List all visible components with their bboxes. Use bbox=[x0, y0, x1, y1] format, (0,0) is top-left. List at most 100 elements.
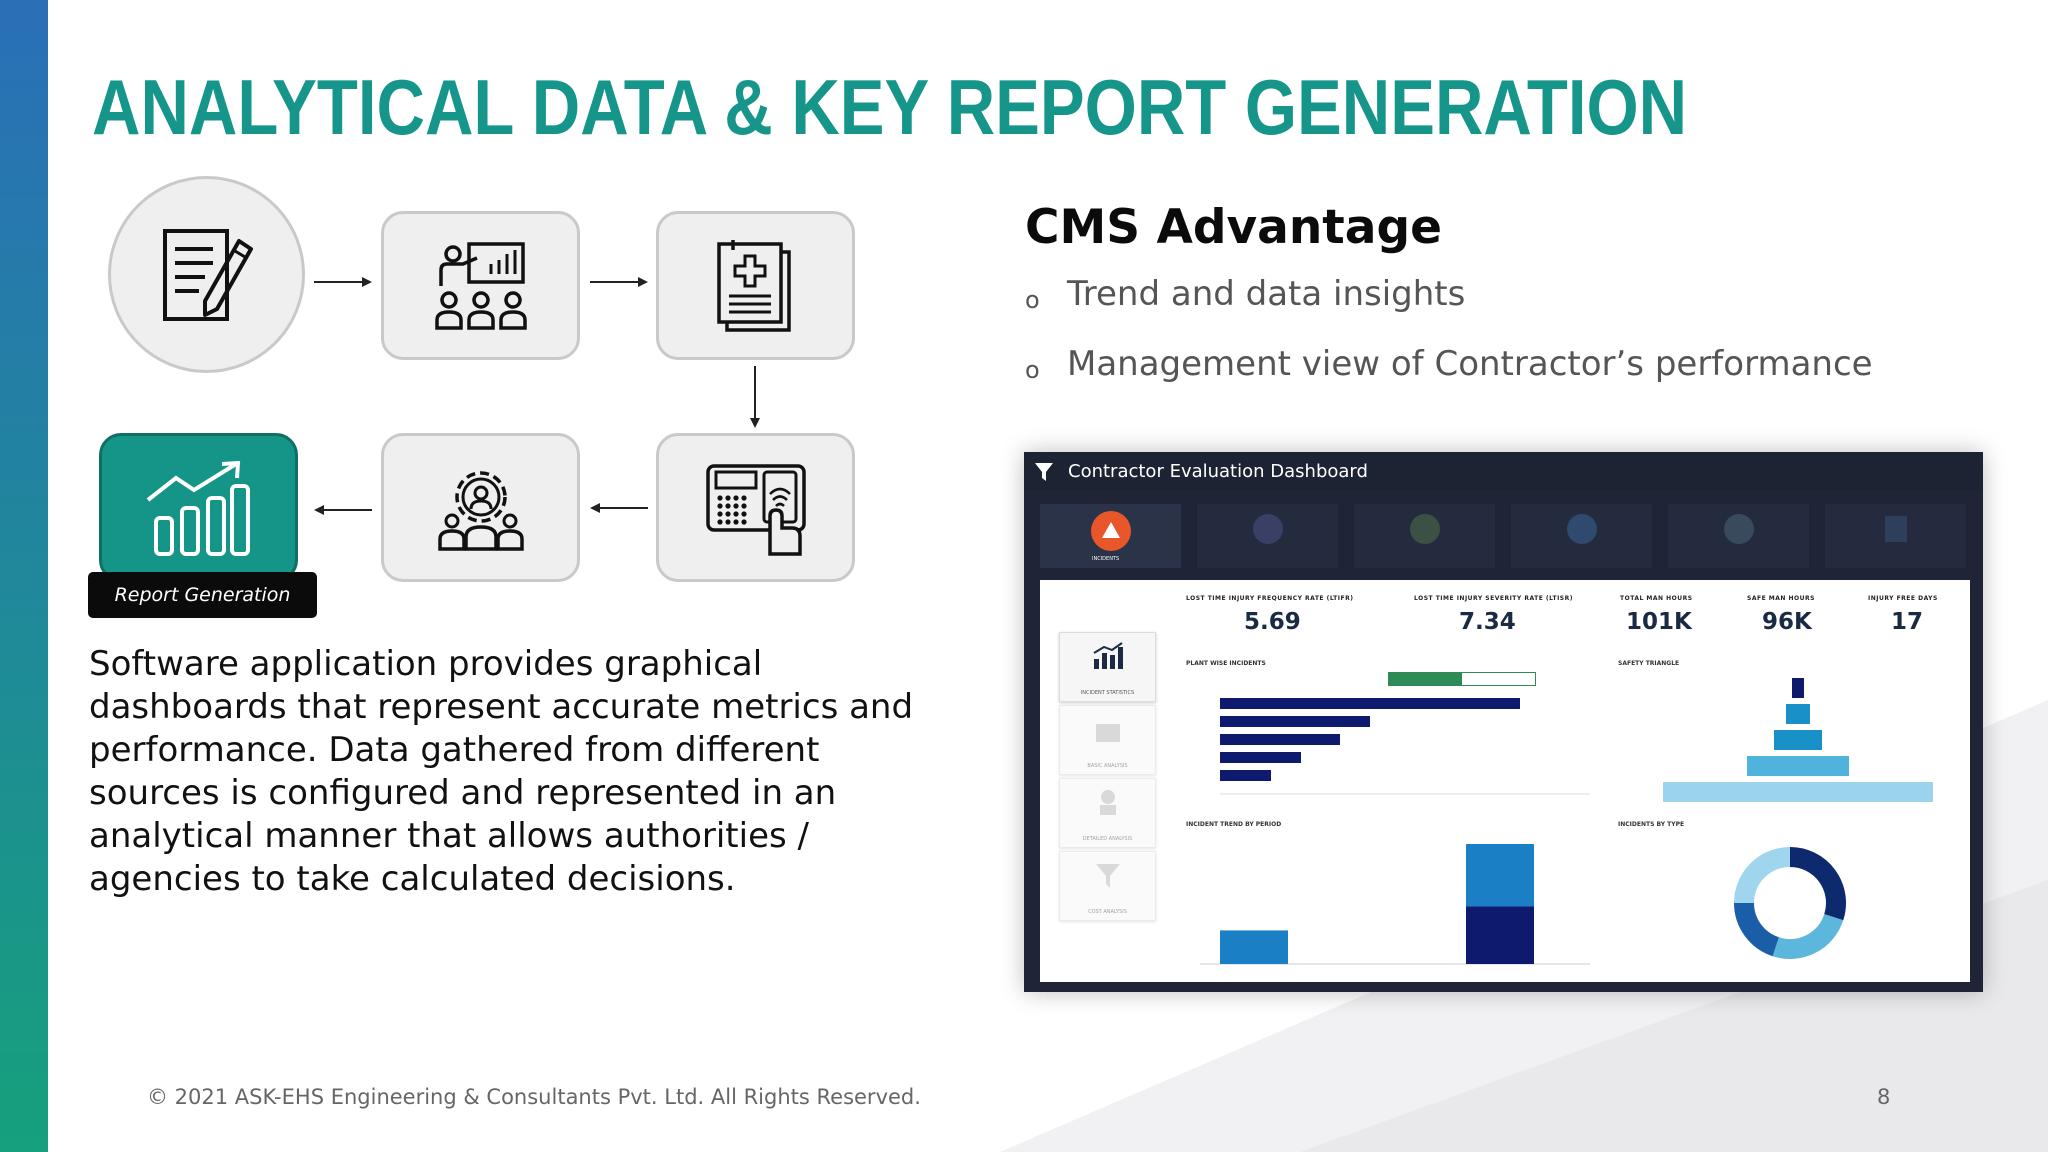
plant-bar bbox=[1220, 716, 1370, 727]
kpi-label: LOST TIME INJURY SEVERITY RATE (LTISR) bbox=[1414, 595, 1573, 602]
funnel-icon bbox=[1096, 864, 1120, 888]
tab[interactable] bbox=[1197, 504, 1338, 568]
triangle-level bbox=[1786, 704, 1810, 724]
kpi-value: 17 bbox=[1891, 609, 1924, 635]
description-line: Software application provides graphical bbox=[89, 644, 763, 684]
side-card-label: INCIDENT STATISTICS bbox=[1080, 690, 1135, 696]
description-line: analytical manner that allows authoritie… bbox=[89, 816, 809, 856]
description-line: performance. Data gathered from differen… bbox=[89, 730, 820, 770]
trend-bar-dark bbox=[1466, 906, 1534, 964]
accent-sidebar bbox=[0, 0, 48, 1152]
arrow-down bbox=[750, 366, 760, 428]
report-generation-label: Report Generation bbox=[88, 572, 317, 618]
side-card-label: DETAILED ANALYSIS bbox=[1082, 836, 1133, 842]
description-line: sources is configured and represented in… bbox=[89, 773, 837, 813]
kpi-label: SAFE MAN HOURS bbox=[1747, 595, 1815, 602]
flow-node-presentation bbox=[381, 211, 580, 360]
factory-icon bbox=[1096, 724, 1120, 742]
incident-icon bbox=[1091, 511, 1131, 551]
safety-triangle-chart bbox=[1663, 678, 1933, 802]
description-line: agencies to take calculated decisions. bbox=[89, 859, 736, 899]
donut-slice bbox=[1734, 847, 1791, 904]
bar-chart-icon bbox=[1093, 642, 1123, 669]
dashboard-screenshot: Contractor Evaluation Dashboard INCIDENT… bbox=[1024, 452, 1983, 992]
incident-trend-chart bbox=[1200, 844, 1590, 965]
kpi-label: TOTAL MAN HOURS bbox=[1620, 595, 1693, 602]
presentation-team-icon bbox=[434, 241, 527, 330]
incidents-by-type-donut bbox=[1734, 847, 1846, 959]
side-card-label: COST ANALYSIS bbox=[1088, 909, 1127, 915]
clipboard-icon bbox=[1567, 514, 1597, 544]
dashboard-tabs: INCIDENTS bbox=[1040, 504, 1970, 568]
plant-wise-title: PLANT WISE INCIDENTS bbox=[1186, 660, 1266, 667]
bullet-circle-icon: o bbox=[1025, 356, 1040, 384]
footer-copyright: © 2021 ASK-EHS Engineering & Consultants… bbox=[147, 1085, 921, 1109]
tab[interactable] bbox=[1668, 504, 1809, 568]
trend-bar-light bbox=[1220, 930, 1288, 964]
dashboard-title: Contractor Evaluation Dashboard bbox=[1068, 461, 1368, 482]
bullet-text: Trend and data insights bbox=[1067, 274, 1466, 314]
filter-icon bbox=[1035, 463, 1053, 481]
description-line: dashboards that represent accurate metri… bbox=[89, 687, 914, 727]
flow-node-document bbox=[108, 176, 305, 373]
side-card-basic-analysis[interactable]: BASIC ANALYSIS bbox=[1059, 705, 1156, 775]
medical-report-icon bbox=[716, 239, 791, 332]
person-icon bbox=[1253, 514, 1283, 544]
toggle-active bbox=[1389, 673, 1462, 685]
flow-node-medical-report bbox=[656, 211, 855, 360]
arrow-left-1 bbox=[590, 503, 648, 513]
tab[interactable] bbox=[1825, 504, 1966, 568]
calendar-icon bbox=[1410, 514, 1440, 544]
kpi-value: 96K bbox=[1762, 609, 1812, 635]
gear-icon bbox=[1724, 514, 1754, 544]
tab[interactable] bbox=[1511, 504, 1652, 568]
dashboard-body: LOST TIME INJURY FREQUENCY RATE (LTIFR) … bbox=[1040, 580, 1970, 982]
gear-team-icon bbox=[437, 470, 524, 551]
grid-icon bbox=[1885, 516, 1907, 542]
plant-bar bbox=[1220, 752, 1301, 763]
triangle-level bbox=[1792, 678, 1804, 698]
donut-slice bbox=[1789, 847, 1846, 921]
plant-bar bbox=[1220, 698, 1520, 709]
plant-bar bbox=[1220, 770, 1271, 781]
document-pen-icon bbox=[162, 228, 253, 321]
flow-node-report-generation bbox=[99, 433, 298, 582]
biometric-scanner-icon bbox=[705, 463, 806, 556]
side-card-cost-analysis[interactable]: COST ANALYSIS bbox=[1059, 851, 1156, 921]
trend-bar-light bbox=[1466, 844, 1534, 907]
tab[interactable] bbox=[1354, 504, 1495, 568]
page-number: 8 bbox=[1877, 1085, 1891, 1109]
kpi-value: 5.69 bbox=[1244, 609, 1301, 635]
plant-bar bbox=[1220, 734, 1340, 745]
flow-node-biometric bbox=[656, 433, 855, 582]
arrow-left-2 bbox=[314, 505, 372, 515]
kpi-value: 101K bbox=[1626, 609, 1692, 635]
bullet-circle-icon: o bbox=[1025, 286, 1040, 314]
arrow-right-1 bbox=[314, 277, 372, 287]
growth-chart-icon bbox=[146, 460, 250, 556]
tab-label: INCIDENTS bbox=[1092, 556, 1120, 562]
donut-slice bbox=[1734, 902, 1780, 957]
slide-title: ANALYTICAL DATA & KEY REPORT GENERATION bbox=[92, 63, 1688, 151]
flow-node-gear-team bbox=[381, 433, 580, 582]
worker-icon bbox=[1100, 790, 1116, 815]
incidents-by-type-title: INCIDENTS BY TYPE bbox=[1618, 821, 1685, 828]
triangle-level bbox=[1663, 782, 1933, 802]
dashboard-header: Contractor Evaluation Dashboard bbox=[1024, 452, 1983, 490]
safety-triangle-title: SAFETY TRIANGLE bbox=[1618, 660, 1680, 667]
kpi-label: LOST TIME INJURY FREQUENCY RATE (LTIFR) bbox=[1186, 595, 1354, 602]
advantage-title: CMS Advantage bbox=[1025, 200, 1443, 255]
triangle-level bbox=[1774, 730, 1822, 750]
side-card-detailed-analysis[interactable]: DETAILED ANALYSIS bbox=[1059, 778, 1156, 848]
side-card-incident-statistics[interactable]: INCIDENT STATISTICS bbox=[1059, 632, 1156, 702]
triangle-level bbox=[1747, 756, 1849, 776]
kpi-value: 7.34 bbox=[1459, 609, 1516, 635]
tab-incidents[interactable]: INCIDENTS bbox=[1040, 504, 1181, 568]
kpi-label: INJURY FREE DAYS bbox=[1868, 595, 1938, 602]
side-card-label: BASIC ANALYSIS bbox=[1087, 763, 1128, 769]
arrow-right-2 bbox=[590, 277, 648, 287]
view-toggle[interactable] bbox=[1388, 672, 1536, 686]
plant-wise-chart bbox=[1220, 698, 1590, 795]
bullet-text: Management view of Contractor’s performa… bbox=[1067, 344, 1873, 384]
